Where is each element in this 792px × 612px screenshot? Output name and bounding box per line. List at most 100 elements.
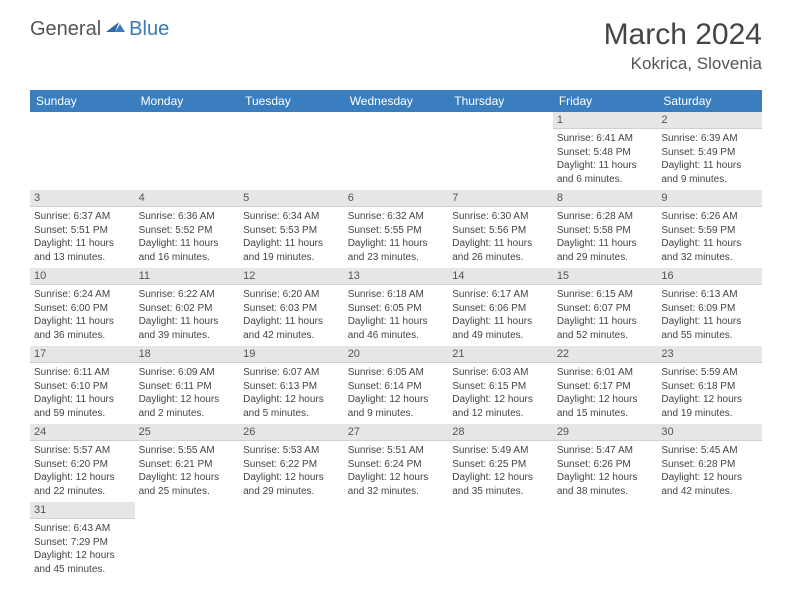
day-number: 15 [553, 268, 658, 285]
day-details: Sunrise: 5:55 AMSunset: 6:21 PMDaylight:… [135, 441, 240, 502]
day-number: 30 [657, 424, 762, 441]
day-ss: Sunset: 6:21 PM [139, 458, 236, 472]
day-details: Sunrise: 5:51 AMSunset: 6:24 PMDaylight:… [344, 441, 449, 502]
day-ss: Sunset: 5:49 PM [661, 146, 758, 160]
calendar-row: 10Sunrise: 6:24 AMSunset: 6:00 PMDayligh… [30, 268, 762, 346]
day-dl1: Daylight: 12 hours [243, 471, 340, 485]
day-ss: Sunset: 6:13 PM [243, 380, 340, 394]
day-details: Sunrise: 5:57 AMSunset: 6:20 PMDaylight:… [30, 441, 135, 502]
day-ss: Sunset: 6:09 PM [661, 302, 758, 316]
calendar-cell [553, 502, 658, 580]
day-dl2: and 52 minutes. [557, 329, 654, 343]
day-details: Sunrise: 5:47 AMSunset: 6:26 PMDaylight:… [553, 441, 658, 502]
calendar-cell: 10Sunrise: 6:24 AMSunset: 6:00 PMDayligh… [30, 268, 135, 346]
calendar-row: 17Sunrise: 6:11 AMSunset: 6:10 PMDayligh… [30, 346, 762, 424]
day-number: 17 [30, 346, 135, 363]
day-sr: Sunrise: 6:37 AM [34, 210, 131, 224]
calendar-cell: 18Sunrise: 6:09 AMSunset: 6:11 PMDayligh… [135, 346, 240, 424]
day-sr: Sunrise: 5:55 AM [139, 444, 236, 458]
calendar-cell: 31Sunrise: 6:43 AMSunset: 7:29 PMDayligh… [30, 502, 135, 580]
calendar-cell: 12Sunrise: 6:20 AMSunset: 6:03 PMDayligh… [239, 268, 344, 346]
calendar-cell: 28Sunrise: 5:49 AMSunset: 6:25 PMDayligh… [448, 424, 553, 502]
day-sr: Sunrise: 5:47 AM [557, 444, 654, 458]
day-number: 22 [553, 346, 658, 363]
day-dl1: Daylight: 12 hours [243, 393, 340, 407]
header: General Blue March 2024 Kokrica, Sloveni… [0, 0, 792, 82]
dow-monday: Monday [135, 90, 240, 112]
day-dl1: Daylight: 12 hours [34, 549, 131, 563]
day-dl1: Daylight: 11 hours [243, 315, 340, 329]
day-ss: Sunset: 5:48 PM [557, 146, 654, 160]
day-details: Sunrise: 6:01 AMSunset: 6:17 PMDaylight:… [553, 363, 658, 424]
day-dl1: Daylight: 11 hours [557, 237, 654, 251]
day-dl2: and 13 minutes. [34, 251, 131, 265]
day-details: Sunrise: 6:09 AMSunset: 6:11 PMDaylight:… [135, 363, 240, 424]
day-details: Sunrise: 6:28 AMSunset: 5:58 PMDaylight:… [553, 207, 658, 268]
day-ss: Sunset: 5:56 PM [452, 224, 549, 238]
day-dl1: Daylight: 12 hours [34, 471, 131, 485]
day-dl2: and 2 minutes. [139, 407, 236, 421]
dow-tuesday: Tuesday [239, 90, 344, 112]
calendar-cell: 23Sunrise: 5:59 AMSunset: 6:18 PMDayligh… [657, 346, 762, 424]
calendar-cell [135, 502, 240, 580]
day-ss: Sunset: 6:11 PM [139, 380, 236, 394]
day-details: Sunrise: 6:13 AMSunset: 6:09 PMDaylight:… [657, 285, 762, 346]
day-dl2: and 25 minutes. [139, 485, 236, 499]
calendar-cell: 5Sunrise: 6:34 AMSunset: 5:53 PMDaylight… [239, 190, 344, 268]
calendar-cell: 24Sunrise: 5:57 AMSunset: 6:20 PMDayligh… [30, 424, 135, 502]
day-ss: Sunset: 6:06 PM [452, 302, 549, 316]
day-dl1: Daylight: 11 hours [243, 237, 340, 251]
day-number: 21 [448, 346, 553, 363]
day-dl2: and 45 minutes. [34, 563, 131, 577]
day-dl2: and 19 minutes. [661, 407, 758, 421]
day-dl1: Daylight: 12 hours [661, 393, 758, 407]
calendar-cell: 2Sunrise: 6:39 AMSunset: 5:49 PMDaylight… [657, 112, 762, 190]
calendar-row: 1Sunrise: 6:41 AMSunset: 5:48 PMDaylight… [30, 112, 762, 190]
day-details: Sunrise: 5:45 AMSunset: 6:28 PMDaylight:… [657, 441, 762, 502]
day-dl1: Daylight: 11 hours [557, 159, 654, 173]
calendar-cell: 15Sunrise: 6:15 AMSunset: 6:07 PMDayligh… [553, 268, 658, 346]
day-details: Sunrise: 6:43 AMSunset: 7:29 PMDaylight:… [30, 519, 135, 580]
day-number: 8 [553, 190, 658, 207]
day-ss: Sunset: 5:52 PM [139, 224, 236, 238]
day-number: 28 [448, 424, 553, 441]
calendar-cell [448, 502, 553, 580]
day-dl1: Daylight: 11 hours [348, 315, 445, 329]
day-details: Sunrise: 6:22 AMSunset: 6:02 PMDaylight:… [135, 285, 240, 346]
day-dl1: Daylight: 12 hours [452, 471, 549, 485]
day-sr: Sunrise: 6:26 AM [661, 210, 758, 224]
day-dl2: and 29 minutes. [243, 485, 340, 499]
calendar-cell [239, 502, 344, 580]
day-sr: Sunrise: 5:59 AM [661, 366, 758, 380]
day-details: Sunrise: 6:24 AMSunset: 6:00 PMDaylight:… [30, 285, 135, 346]
day-number: 2 [657, 112, 762, 129]
day-sr: Sunrise: 5:49 AM [452, 444, 549, 458]
day-number: 4 [135, 190, 240, 207]
calendar-row: 31Sunrise: 6:43 AMSunset: 7:29 PMDayligh… [30, 502, 762, 580]
calendar-cell: 6Sunrise: 6:32 AMSunset: 5:55 PMDaylight… [344, 190, 449, 268]
day-dl2: and 42 minutes. [661, 485, 758, 499]
day-dl2: and 26 minutes. [452, 251, 549, 265]
day-dl2: and 16 minutes. [139, 251, 236, 265]
day-details: Sunrise: 6:37 AMSunset: 5:51 PMDaylight:… [30, 207, 135, 268]
day-ss: Sunset: 6:07 PM [557, 302, 654, 316]
calendar-cell: 19Sunrise: 6:07 AMSunset: 6:13 PMDayligh… [239, 346, 344, 424]
day-dl1: Daylight: 12 hours [139, 471, 236, 485]
day-number: 12 [239, 268, 344, 285]
brand-blue: Blue [129, 18, 169, 41]
day-details: Sunrise: 6:18 AMSunset: 6:05 PMDaylight:… [344, 285, 449, 346]
day-sr: Sunrise: 6:03 AM [452, 366, 549, 380]
calendar-cell: 22Sunrise: 6:01 AMSunset: 6:17 PMDayligh… [553, 346, 658, 424]
day-ss: Sunset: 5:59 PM [661, 224, 758, 238]
calendar-cell [448, 112, 553, 190]
calendar-cell: 16Sunrise: 6:13 AMSunset: 6:09 PMDayligh… [657, 268, 762, 346]
day-number: 29 [553, 424, 658, 441]
calendar-cell [135, 112, 240, 190]
day-number: 13 [344, 268, 449, 285]
calendar-table: Sunday Monday Tuesday Wednesday Thursday… [30, 90, 762, 580]
day-number: 23 [657, 346, 762, 363]
day-dl2: and 59 minutes. [34, 407, 131, 421]
day-sr: Sunrise: 6:28 AM [557, 210, 654, 224]
calendar-cell: 14Sunrise: 6:17 AMSunset: 6:06 PMDayligh… [448, 268, 553, 346]
day-sr: Sunrise: 5:53 AM [243, 444, 340, 458]
